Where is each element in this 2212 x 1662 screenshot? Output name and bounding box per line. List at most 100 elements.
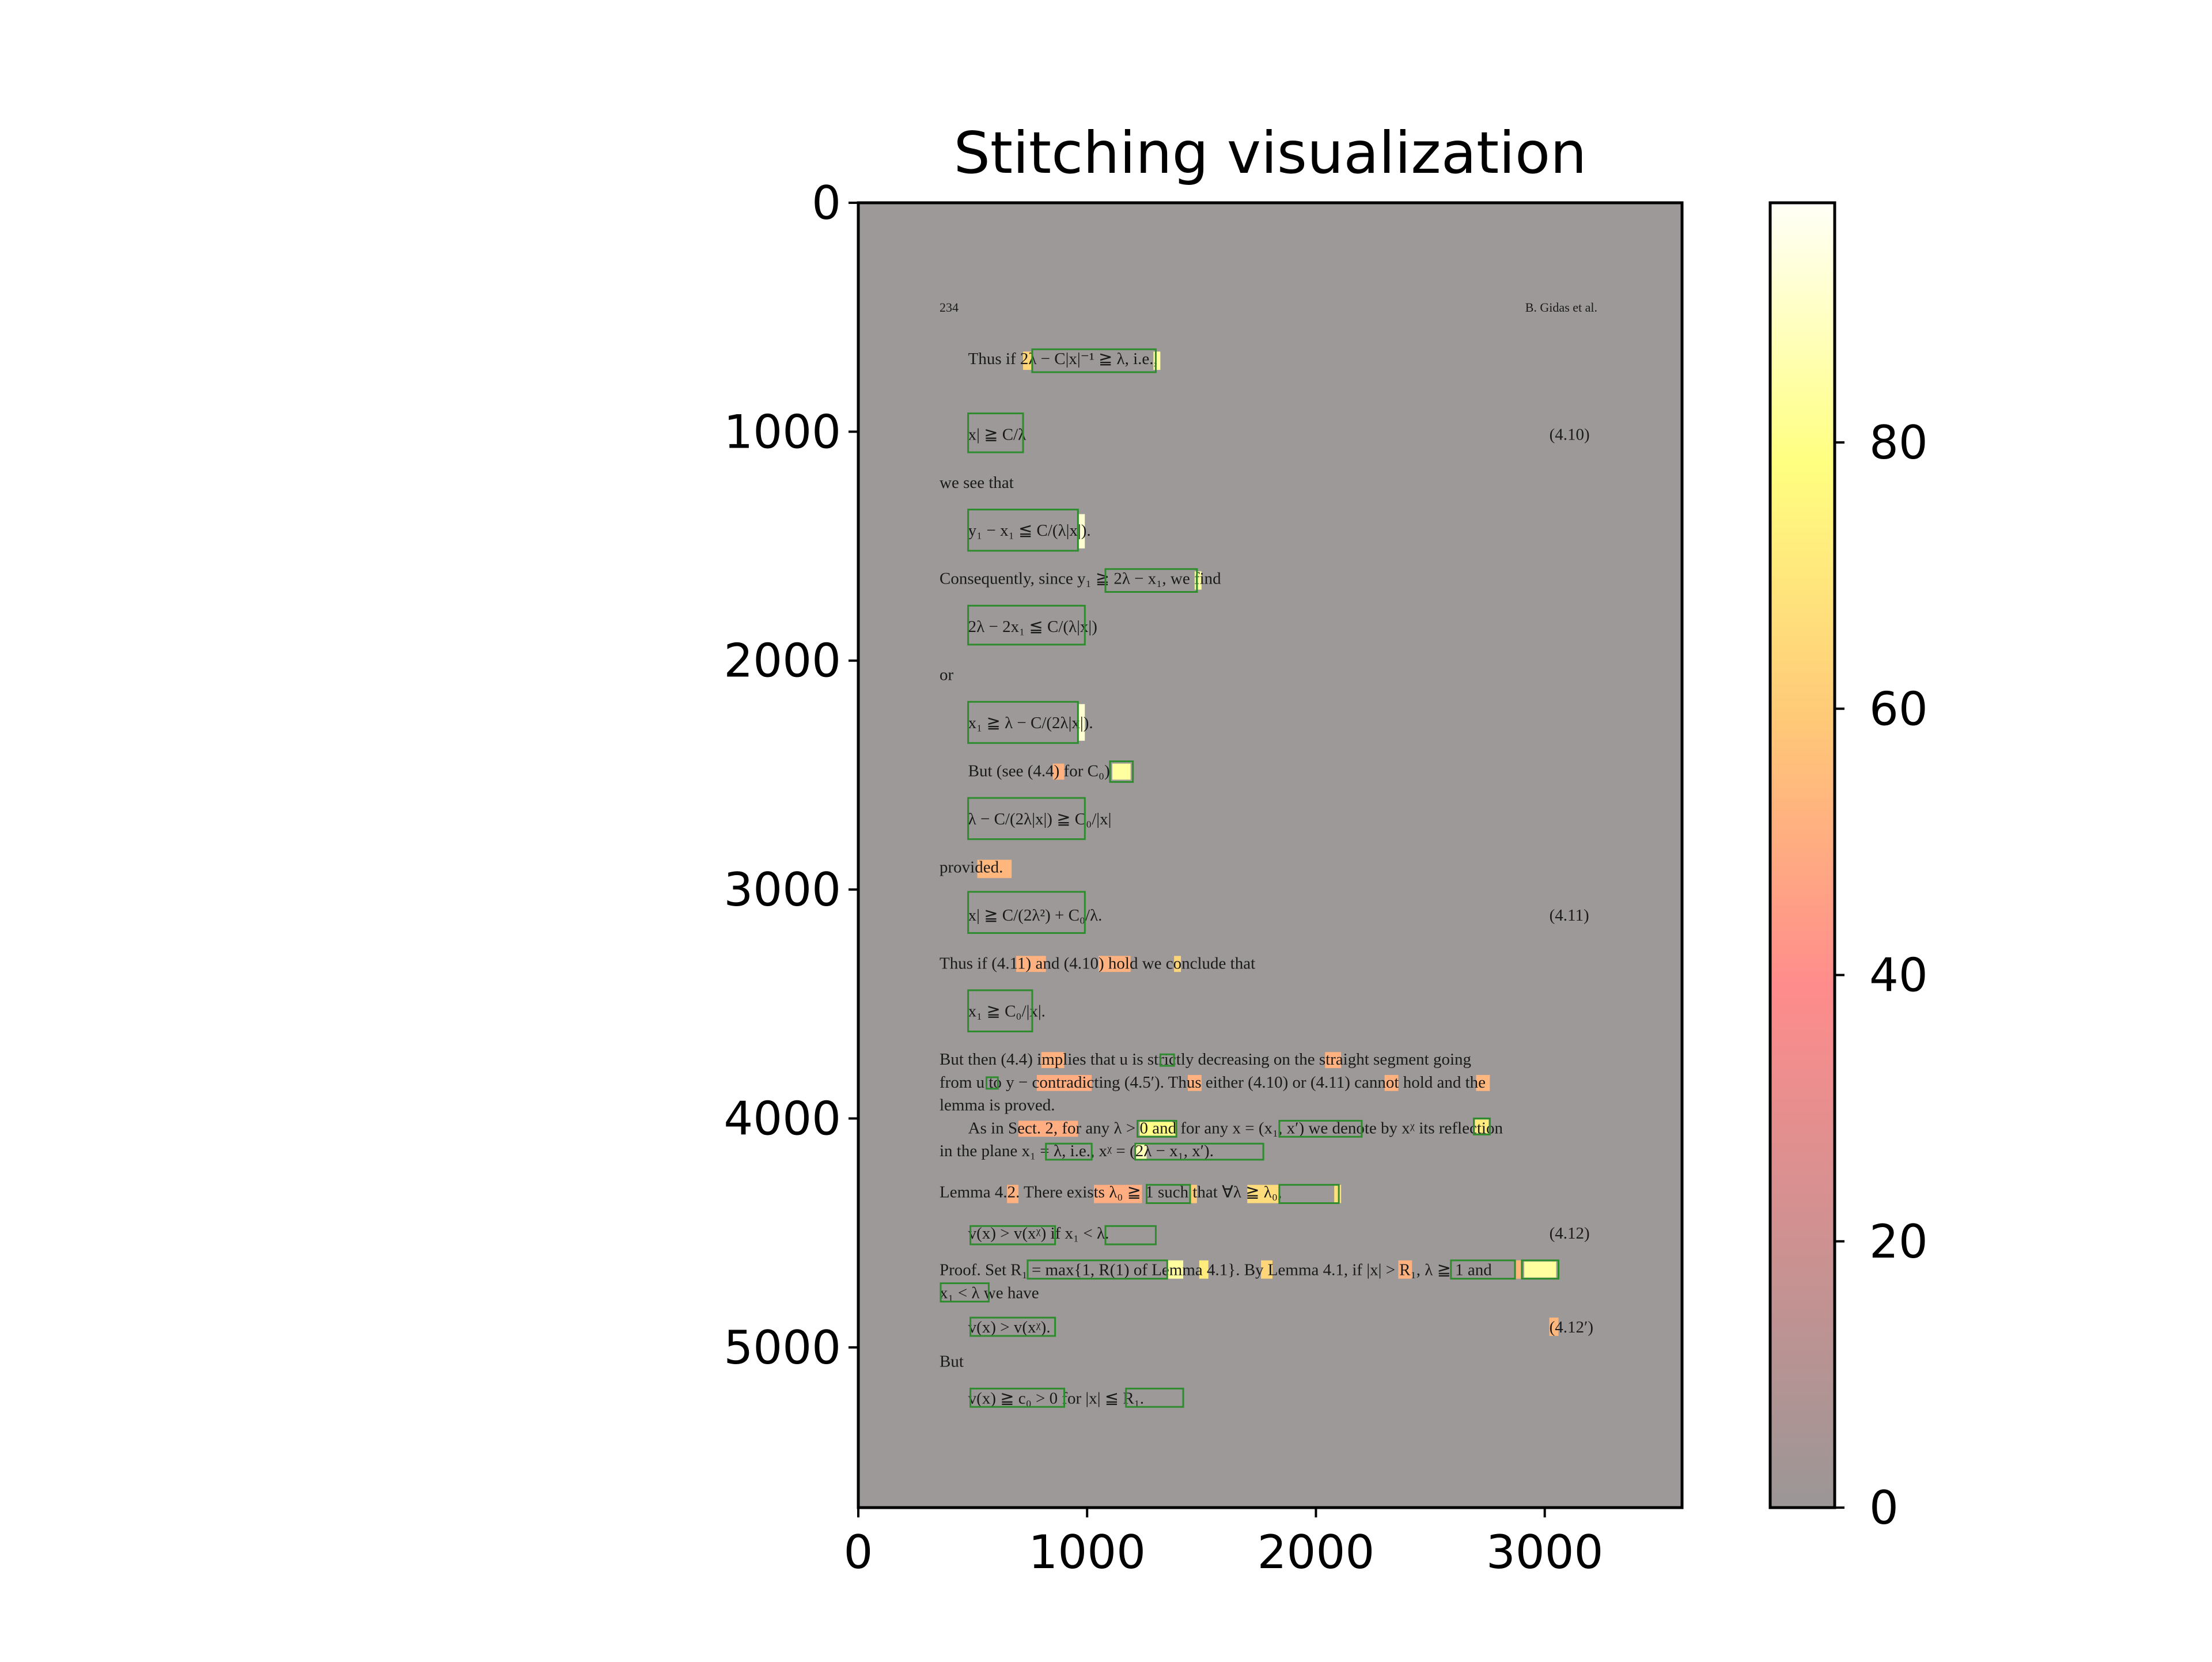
heat-cell <box>1398 1260 1412 1279</box>
formula-box <box>967 701 1079 744</box>
colorbar-tick-label: 20 <box>1869 1215 1928 1269</box>
heat-cell <box>1190 1184 1197 1203</box>
heatmap-background <box>858 203 1682 1508</box>
colorbar-tick-label: 60 <box>1869 682 1928 736</box>
y-tick-label: 3000 <box>724 863 841 917</box>
formula-box <box>1125 1387 1184 1408</box>
heat-cell <box>1139 1122 1177 1136</box>
doc-text-line: But <box>940 1353 964 1371</box>
formula-box <box>1134 1142 1264 1161</box>
x-tick-label: 3000 <box>1486 1525 1604 1579</box>
colorbar-ticks: 0 20 40 60 80 <box>1835 416 1928 1535</box>
formula-box <box>1278 1184 1340 1204</box>
heat-cell <box>1007 1184 1019 1203</box>
formula-box <box>967 891 1086 934</box>
colorbar-tick-label: 80 <box>1869 416 1928 470</box>
heat-cell <box>1524 1261 1556 1278</box>
heat-cell <box>1153 351 1161 370</box>
heat-cell <box>1549 1318 1559 1336</box>
plot-frame <box>857 201 1684 1509</box>
heat-cell <box>1515 1260 1522 1279</box>
doc-text-line: Proof. Set R₁ = max{1, R(1) of Lemma 4.1… <box>940 1261 1492 1279</box>
heat-cell <box>1199 1260 1209 1279</box>
heat-cell <box>1078 514 1085 549</box>
formula-box <box>967 412 1024 453</box>
formula-box <box>1473 1117 1491 1135</box>
doc-text-line: y₁ − x₁ ≦ C/(λ|x|). <box>968 521 1091 540</box>
doc-text-line: or <box>940 666 954 684</box>
heat-cell <box>1174 956 1181 972</box>
formula-box <box>1031 348 1157 373</box>
doc-header-left: 234 <box>940 300 959 315</box>
x-tick-label: 2000 <box>1257 1525 1375 1579</box>
heat-cell <box>1078 704 1085 741</box>
heat-cell <box>1325 1052 1342 1069</box>
formula-box <box>985 1076 999 1090</box>
formula-box <box>1146 1184 1191 1204</box>
heat-cell <box>1023 351 1032 370</box>
heat-cell <box>1036 1074 1092 1091</box>
doc-text-line: x₁ ≧ λ − C/(2λ|x|). <box>968 714 1093 732</box>
doc-text-line: (4.12) <box>1550 1224 1590 1243</box>
formula-box <box>1450 1259 1516 1280</box>
heat-cell <box>1016 956 1046 972</box>
doc-text-line: we see that <box>940 474 1014 492</box>
doc-text-line: provided. <box>940 858 1003 876</box>
x-tick-label: 0 <box>844 1525 873 1579</box>
heat-cell <box>1334 1184 1342 1203</box>
y-tick-label: 4000 <box>724 1092 841 1145</box>
colorbar <box>1768 201 1836 1509</box>
formula-box <box>1027 1259 1168 1280</box>
doc-text-line: But (see (4.4) for C₀) <box>968 762 1110 780</box>
heat-cell <box>1384 1074 1399 1091</box>
y-tick-label: 0 <box>812 176 841 230</box>
heat-cell <box>1112 763 1131 780</box>
doc-text-line: v(x) ≧ c₀ > 0 for |x| ≦ R₁. <box>968 1389 1144 1407</box>
formula-box <box>967 797 1086 841</box>
doc-text-line: Lemma 4.2. There exists λ₀ ≧ 1 such that… <box>940 1183 1282 1202</box>
doc-text-line: lemma is proved. <box>940 1096 1055 1115</box>
formula-box <box>969 1225 1056 1245</box>
doc-text-line: Thus if 2λ − C|x|⁻¹ ≧ λ, i.e., <box>968 350 1158 368</box>
heat-cell <box>1475 1119 1489 1134</box>
formula-box <box>1137 1119 1177 1138</box>
axes: 0 1000 2000 3000 0 1000 2000 3000 4000 5000 <box>724 176 1603 1579</box>
heat-cell <box>1188 1074 1202 1091</box>
formula-box <box>969 1387 1066 1408</box>
doc-text-line: in the plane x₁ = λ, i.e., xᵡ = (2λ − x₁… <box>940 1142 1214 1160</box>
chart-title: Stitching visualization <box>953 119 1586 187</box>
doc-text-line: As in Sect. 2, for any λ > 0 and for any… <box>968 1119 1503 1137</box>
heat-cell <box>1261 1260 1272 1279</box>
doc-text-line: x₁ ≧ C₀/|x|. <box>968 1002 1046 1021</box>
doc-text-line: λ − C/(2λ|x|) ≧ C₀/|x| <box>968 810 1112 828</box>
heat-cell <box>1094 1184 1142 1203</box>
doc-text-line: (4.12′) <box>1550 1318 1593 1337</box>
doc-text-line: Thus if (4.11) and (4.10) hold we conclu… <box>940 954 1255 972</box>
formula-box <box>969 1316 1056 1337</box>
x-tick-label: 1000 <box>1028 1525 1146 1579</box>
doc-text-line: 2λ − 2x₁ ≦ C/(λ|x|) <box>968 618 1097 636</box>
doc-text-line: x| ≧ C/(2λ²) + C₀/λ. <box>968 906 1103 925</box>
formula-box <box>967 989 1033 1032</box>
heat-cell <box>1476 1074 1490 1091</box>
doc-text-line: Consequently, since y₁ ≧ 2λ − x₁, we fin… <box>940 570 1221 588</box>
heat-cell <box>1099 956 1131 972</box>
doc-text-line: (4.10) <box>1550 425 1590 444</box>
heat-cell <box>1135 1144 1147 1160</box>
colorbar-tick-label: 40 <box>1869 949 1928 1002</box>
doc-text-line: v(x) > v(xᵡ) if x₁ < λ. <box>968 1224 1109 1243</box>
heat-cell <box>1052 763 1065 780</box>
formula-box <box>1104 568 1198 593</box>
doc-header-right: B. Gidas et al. <box>1525 300 1597 315</box>
formula-box <box>1109 760 1134 783</box>
formula-box <box>1045 1142 1093 1161</box>
formula-box <box>1521 1259 1559 1280</box>
heat-cell <box>1167 1260 1184 1279</box>
doc-text-line: x| ≧ C/λ <box>968 425 1027 444</box>
heat-cell <box>1041 1052 1065 1069</box>
formula-box <box>1278 1119 1363 1138</box>
formula-box <box>1104 1225 1157 1245</box>
formula-box <box>1159 1053 1175 1067</box>
